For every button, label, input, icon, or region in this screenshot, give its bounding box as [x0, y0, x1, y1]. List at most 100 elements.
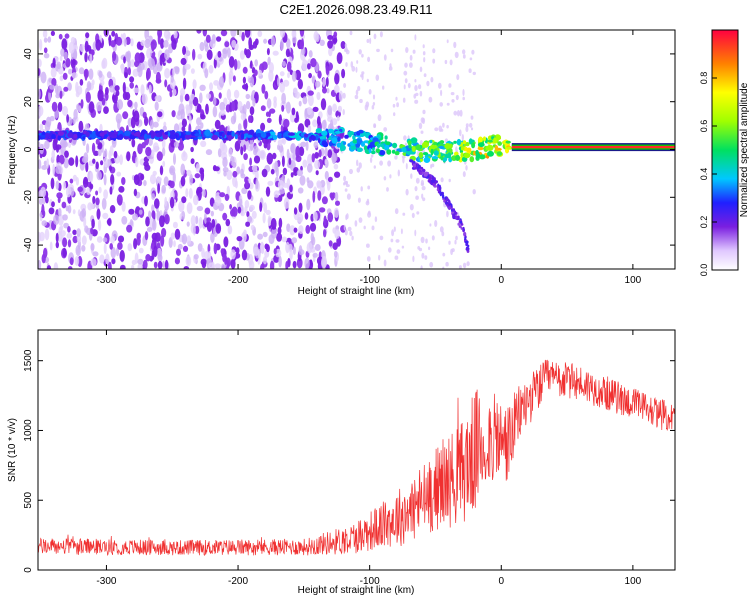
branch-blob — [432, 183, 435, 187]
noise-speckle — [168, 237, 173, 248]
track-blob — [506, 146, 513, 150]
noise-speckle — [66, 186, 72, 198]
noise-speckle — [96, 208, 101, 220]
noise-speckle — [103, 174, 107, 186]
noise-speckle — [115, 113, 122, 124]
branch-blob — [464, 236, 467, 241]
noise-speckle — [181, 196, 187, 204]
noise-speckle — [146, 48, 152, 59]
sparse-speckle — [386, 187, 389, 192]
sparse-speckle — [373, 165, 376, 169]
noise-speckle — [105, 87, 109, 95]
noise-speckle — [254, 69, 258, 76]
noise-speckle — [270, 168, 275, 175]
noise-speckle — [117, 242, 123, 250]
sparse-speckle — [405, 188, 409, 196]
noise-speckle — [232, 175, 238, 188]
noise-speckle — [176, 248, 181, 256]
branch-blob — [464, 240, 469, 244]
noise-speckle — [95, 161, 99, 170]
noise-speckle — [253, 145, 259, 153]
noise-speckle — [278, 188, 285, 195]
track-blob — [478, 136, 483, 143]
noise-speckle — [129, 82, 134, 89]
y-tick-label: -40 — [23, 237, 34, 252]
noise-speckle — [182, 77, 187, 90]
track-blob — [469, 156, 475, 163]
sparse-speckle — [410, 173, 413, 179]
branch-blob — [437, 183, 440, 187]
noise-speckle — [135, 156, 139, 168]
noise-speckle — [56, 192, 63, 199]
noise-speckle — [276, 77, 280, 87]
noise-speckle — [316, 91, 321, 101]
noise-speckle — [95, 190, 99, 196]
noise-speckle — [307, 63, 311, 70]
noise-speckle — [248, 115, 252, 123]
sparse-speckle — [401, 245, 405, 249]
noise-speckle — [271, 228, 277, 239]
branch-blob — [452, 213, 456, 218]
branch-blob — [428, 174, 431, 180]
noise-speckle — [334, 171, 341, 178]
track-blob — [432, 145, 438, 149]
noise-speckle — [314, 152, 319, 159]
sparse-speckle — [360, 186, 363, 192]
noise-speckle — [186, 221, 190, 227]
noise-speckle — [295, 145, 301, 158]
track-blob — [460, 146, 465, 151]
sparse-speckle — [345, 184, 350, 188]
noise-speckle — [126, 224, 133, 233]
branch-blob — [441, 194, 445, 199]
noise-speckle — [227, 225, 233, 235]
sparse-speckle — [421, 252, 425, 259]
track-blob — [475, 149, 479, 156]
branch-blob — [438, 186, 442, 191]
sparse-speckle — [455, 94, 459, 101]
sparse-speckle — [413, 93, 417, 99]
track-blob — [432, 156, 439, 160]
y-tick-label: 40 — [23, 48, 34, 60]
noise-speckle — [261, 84, 266, 94]
track-blob — [342, 141, 347, 146]
noise-speckle — [249, 76, 255, 88]
noise-speckle — [90, 258, 97, 267]
noise-speckle — [272, 50, 279, 56]
sparse-speckle — [422, 197, 426, 202]
noise-speckle — [137, 258, 144, 265]
noise-speckle — [308, 94, 314, 107]
noise-speckle — [297, 213, 304, 223]
track-blob — [110, 134, 118, 139]
sparse-speckle — [351, 65, 356, 72]
noise-speckle — [240, 211, 245, 217]
colorbar: 0.0 0.2 0.4 0.6 0.8 Normalized spectral ampl… — [699, 29, 750, 276]
track-blob — [379, 143, 385, 148]
noise-speckle — [266, 142, 271, 151]
sparse-speckle — [400, 228, 403, 235]
noise-speckle — [281, 155, 285, 167]
sparse-speckle — [395, 239, 400, 243]
noise-speckle — [264, 90, 269, 100]
noise-speckle — [127, 67, 131, 76]
noise-speckle — [67, 266, 73, 269]
noise-speckle — [232, 170, 238, 178]
track-blob — [321, 130, 328, 136]
sparse-speckle — [378, 254, 381, 261]
noise-speckle — [90, 227, 94, 235]
noise-speckle — [243, 117, 248, 130]
noise-speckle — [296, 257, 303, 269]
snr-x-axis-label: Height of straight line (km) — [298, 585, 415, 596]
noise-speckle — [123, 37, 127, 47]
noise-speckle — [244, 199, 250, 209]
track-blob — [45, 132, 50, 139]
noise-speckle — [281, 236, 288, 243]
noise-speckle — [72, 235, 78, 244]
track-blob — [447, 152, 452, 159]
noise-speckle — [278, 114, 282, 125]
noise-speckle — [281, 104, 285, 112]
track-blob — [465, 142, 470, 147]
noise-speckle — [212, 106, 218, 118]
noise-speckle — [278, 255, 282, 268]
sparse-speckle — [418, 122, 423, 129]
noise-speckle — [149, 119, 154, 130]
